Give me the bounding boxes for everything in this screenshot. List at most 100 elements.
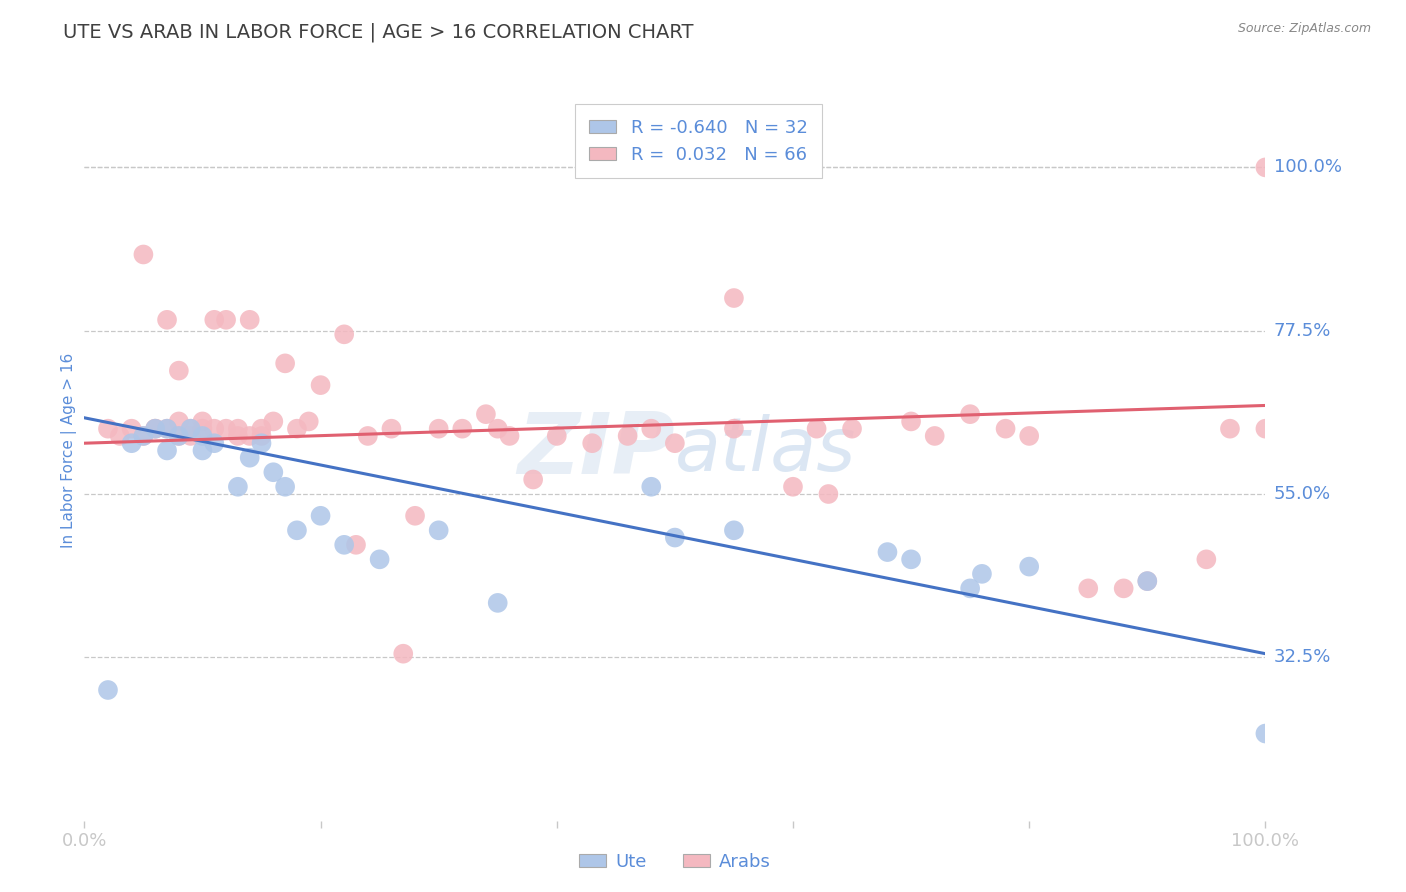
Legend: Ute, Arabs: Ute, Arabs — [572, 846, 778, 879]
Y-axis label: In Labor Force | Age > 16: In Labor Force | Age > 16 — [62, 353, 77, 548]
Point — [1254, 161, 1277, 175]
Point — [309, 378, 332, 392]
Point — [392, 647, 415, 661]
Point — [202, 422, 225, 436]
Point — [121, 422, 143, 436]
Text: 32.5%: 32.5% — [1274, 648, 1331, 666]
Point — [333, 327, 356, 342]
Point — [167, 363, 190, 377]
Point — [191, 443, 214, 458]
Point — [239, 313, 262, 327]
Point — [167, 429, 190, 443]
Point — [274, 356, 297, 370]
Text: atlas: atlas — [675, 415, 856, 486]
Point — [156, 313, 179, 327]
Point — [156, 422, 179, 436]
Point — [156, 422, 179, 436]
Point — [427, 524, 450, 538]
Point — [108, 429, 131, 443]
Point — [143, 422, 166, 436]
Text: ZIP: ZIP — [517, 409, 675, 492]
Point — [357, 429, 380, 443]
Point — [427, 422, 450, 436]
Point — [191, 429, 214, 443]
Point — [285, 524, 308, 538]
Point — [274, 480, 297, 494]
Point — [202, 436, 225, 450]
Text: 55.0%: 55.0% — [1274, 485, 1331, 503]
Point — [143, 422, 166, 436]
Point — [616, 429, 638, 443]
Point — [167, 429, 190, 443]
Point — [239, 429, 262, 443]
Point — [1219, 422, 1241, 436]
Point — [132, 247, 155, 261]
Point — [285, 422, 308, 436]
Point — [143, 422, 166, 436]
Point — [782, 480, 804, 494]
Point — [876, 545, 898, 559]
Point — [180, 422, 202, 436]
Point — [817, 487, 839, 501]
Point — [522, 473, 544, 487]
Point — [97, 683, 120, 698]
Point — [250, 436, 273, 450]
Point — [900, 414, 922, 428]
Point — [664, 531, 686, 545]
Point — [180, 429, 202, 443]
Text: Source: ZipAtlas.com: Source: ZipAtlas.com — [1237, 22, 1371, 36]
Point — [191, 422, 214, 436]
Point — [1112, 582, 1135, 596]
Point — [723, 422, 745, 436]
Point — [202, 313, 225, 327]
Point — [1254, 422, 1277, 436]
Point — [380, 422, 402, 436]
Point — [1195, 552, 1218, 566]
Point — [250, 422, 273, 436]
Point — [309, 508, 332, 523]
Point — [498, 429, 520, 443]
Point — [1018, 429, 1040, 443]
Point — [723, 524, 745, 538]
Point — [191, 414, 214, 428]
Point — [298, 414, 321, 428]
Point — [970, 566, 993, 581]
Point — [226, 480, 249, 494]
Point — [723, 291, 745, 305]
Point — [215, 313, 238, 327]
Point — [132, 429, 155, 443]
Point — [486, 422, 509, 436]
Point — [640, 480, 662, 494]
Point — [239, 450, 262, 465]
Point — [664, 436, 686, 450]
Point — [994, 422, 1017, 436]
Point — [333, 538, 356, 552]
Point — [226, 429, 249, 443]
Point — [475, 407, 498, 421]
Point — [924, 429, 946, 443]
Point — [581, 436, 603, 450]
Point — [640, 422, 662, 436]
Point — [180, 422, 202, 436]
Point — [262, 414, 284, 428]
Point — [262, 465, 284, 479]
Point — [156, 443, 179, 458]
Point — [167, 414, 190, 428]
Point — [841, 422, 863, 436]
Point — [959, 582, 981, 596]
Point — [121, 436, 143, 450]
Point — [1254, 726, 1277, 740]
Point — [900, 552, 922, 566]
Point — [486, 596, 509, 610]
Point — [546, 429, 568, 443]
Point — [1018, 559, 1040, 574]
Point — [1077, 582, 1099, 596]
Point — [1136, 574, 1159, 588]
Point — [806, 422, 828, 436]
Point — [132, 429, 155, 443]
Point — [250, 429, 273, 443]
Point — [344, 538, 367, 552]
Text: 100.0%: 100.0% — [1274, 159, 1341, 177]
Text: UTE VS ARAB IN LABOR FORCE | AGE > 16 CORRELATION CHART: UTE VS ARAB IN LABOR FORCE | AGE > 16 CO… — [63, 22, 693, 42]
Point — [451, 422, 474, 436]
